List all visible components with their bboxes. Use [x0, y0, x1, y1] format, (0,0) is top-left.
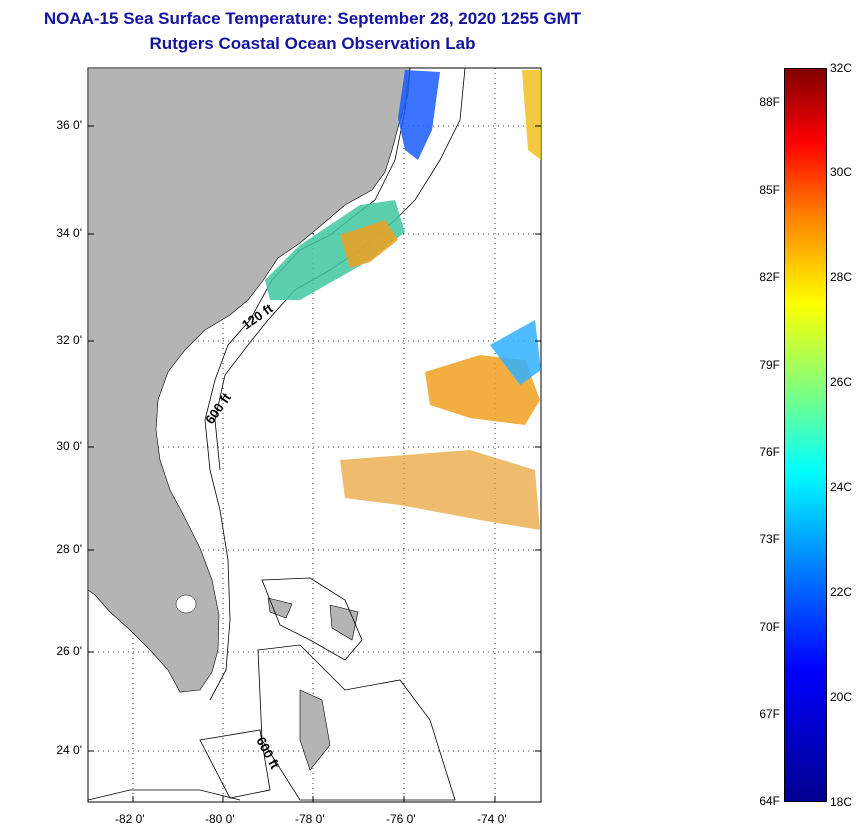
lon-tick-74: -74 0' [477, 812, 507, 826]
map-title: NOAA-15 Sea Surface Temperature: Septemb… [43, 9, 582, 28]
map-subtitle: Rutgers Coastal Ocean Observation Lab [149, 34, 476, 53]
sst-offshore-band [340, 450, 540, 530]
lat-tick-26: 26 0' [56, 644, 82, 658]
colorbar-c-18: 18C [830, 795, 853, 809]
colorbar-f-76: 76F [759, 445, 780, 459]
sst-offshore-cool [490, 320, 541, 385]
sst-data-patches [265, 70, 541, 530]
axis-ticks [88, 125, 541, 802]
colorbar-f-73: 73F [759, 532, 780, 546]
bathymetry-contours [87, 67, 466, 801]
sst-ne-corner [522, 70, 541, 160]
colorbar-c-22: 22C [830, 585, 853, 599]
lat-tick-24: 24 0' [56, 743, 82, 757]
colorbar-c-30: 30C [830, 165, 853, 179]
lon-tick-80: -80 0' [205, 812, 235, 826]
colorbar-c-28: 28C [830, 270, 853, 284]
colorbar-f-64: 64F [759, 794, 780, 808]
colorbar-c-20: 20C [830, 690, 853, 704]
colorbar-f-67: 67F [759, 707, 780, 721]
colorbar-f-79: 79F [759, 358, 780, 372]
sst-outer-banks [398, 70, 440, 160]
lake-okeechobee [175, 594, 197, 614]
colorbar-f-88: 88F [759, 95, 780, 109]
lon-tick-78: -78 0' [295, 812, 325, 826]
lat-tick-36: 36 0' [56, 118, 82, 132]
land-mainland [87, 67, 411, 693]
colorbar-c-24: 24C [830, 480, 853, 494]
colorbar-c-26: 26C [830, 375, 853, 389]
lat-tick-30: 30 0' [56, 439, 82, 453]
colorbar-f-70: 70F [759, 620, 780, 634]
temperature-colorbar [784, 68, 827, 802]
colorbar-c-32: 32C [830, 61, 853, 75]
colorbar-f-85: 85F [759, 183, 780, 197]
lat-tick-34: 34 0' [56, 226, 82, 240]
lat-tick-32: 32 0' [56, 333, 82, 347]
lon-tick-76: -76 0' [386, 812, 416, 826]
lat-tick-28: 28 0' [56, 542, 82, 556]
sst-nc-warm [340, 220, 398, 268]
lon-tick-82: -82 0' [115, 812, 145, 826]
colorbar-f-82: 82F [759, 270, 780, 284]
